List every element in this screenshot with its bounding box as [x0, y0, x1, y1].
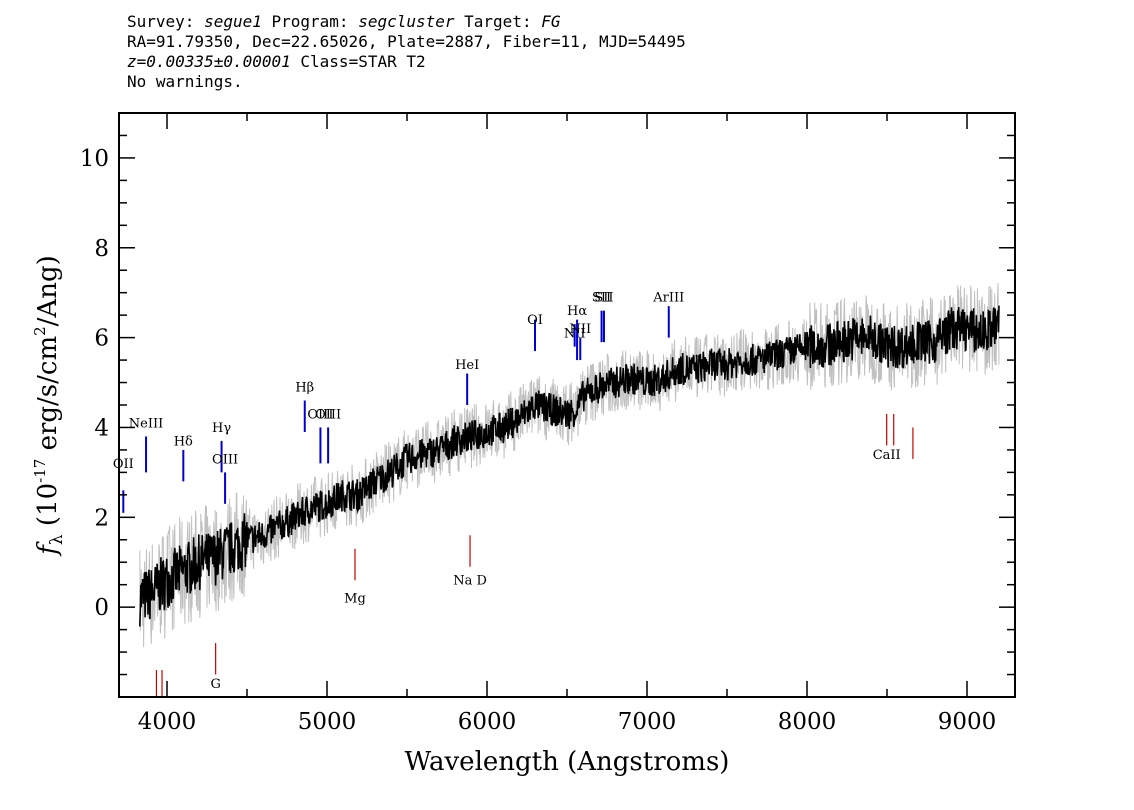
spectral-line-label: Na D [453, 574, 487, 589]
spectral-line-label: NII [569, 322, 591, 337]
spectral-line-label: CaII [873, 448, 901, 463]
x-axis-title: Wavelength (Angstroms) [405, 747, 730, 777]
target-label: Target: [454, 12, 542, 31]
x-tick-label: 4000 [138, 709, 197, 735]
spectral-line-markers: OIINeIIIHδHγOIIIHβOIIIOIIIHeIOINIIHαNIIS… [113, 291, 914, 696]
header-line-1: Survey: segue1 Program: segcluster Targe… [127, 12, 686, 32]
spectral-line-label: Hγ [212, 421, 231, 436]
axis-ticks: 4000 5000 6000 7000 8000 9000 0 2 4 6 8 10 [80, 112, 1015, 735]
spectral-line-label: SII [592, 291, 611, 306]
program-label: Program: [261, 12, 359, 31]
y-tick-label: 0 [94, 595, 109, 621]
spectral-line-label: Hδ [174, 434, 193, 449]
spectral-line-label: SII [594, 291, 613, 306]
flux-series-line [139, 305, 1000, 627]
x-tick-label: 5000 [298, 709, 357, 735]
spectral-line-label: OIII [212, 452, 238, 467]
spectral-line-label: Mg [344, 592, 366, 607]
x-tick-label: 8000 [778, 709, 837, 735]
spectral-line-label: OII [113, 457, 134, 472]
spectral-line-label: G [210, 677, 220, 692]
y-tick-label: 10 [80, 146, 109, 172]
target-value: FG [541, 12, 561, 31]
spectral-line-label: NeIII [129, 416, 163, 431]
class-value: Class=STAR T2 [290, 52, 426, 71]
y-tick-label: 6 [94, 326, 109, 352]
flux-series [139, 305, 1000, 627]
program-value: segcluster [358, 12, 455, 31]
spectral-line-label: Hβ [295, 381, 314, 396]
redshift-value: z=0.00335±0.00001 [127, 52, 291, 71]
header-line-3: z=0.00335±0.00001 Class=STAR T2 [127, 52, 686, 72]
spectral-line-label: Hα [567, 304, 587, 319]
spectral-line-label: OI [527, 313, 543, 328]
x-tick-label: 9000 [938, 709, 997, 735]
y-tick-label: 8 [94, 236, 109, 262]
spectrum-header: Survey: segue1 Program: segcluster Targe… [127, 12, 686, 92]
spectral-line-label: OIII [315, 407, 341, 422]
header-line-2: RA=91.79350, Dec=22.65026, Plate=2887, F… [127, 32, 686, 51]
y-tick-label: 4 [94, 415, 109, 441]
x-tick-label: 6000 [458, 709, 517, 735]
y-axis-title: fλ (10-17 erg/s/cm2/Ang) [31, 255, 67, 557]
spectral-line-label: OIII [307, 407, 333, 422]
survey-value: segue1 [204, 12, 262, 31]
spectral-line-label: HeI [455, 358, 479, 373]
x-tick-label: 7000 [618, 709, 677, 735]
y-tick-label: 2 [94, 505, 109, 531]
header-line-4: No warnings. [127, 72, 243, 91]
survey-label: Survey: [127, 12, 205, 31]
spectral-line-label: ArIII [652, 291, 684, 306]
